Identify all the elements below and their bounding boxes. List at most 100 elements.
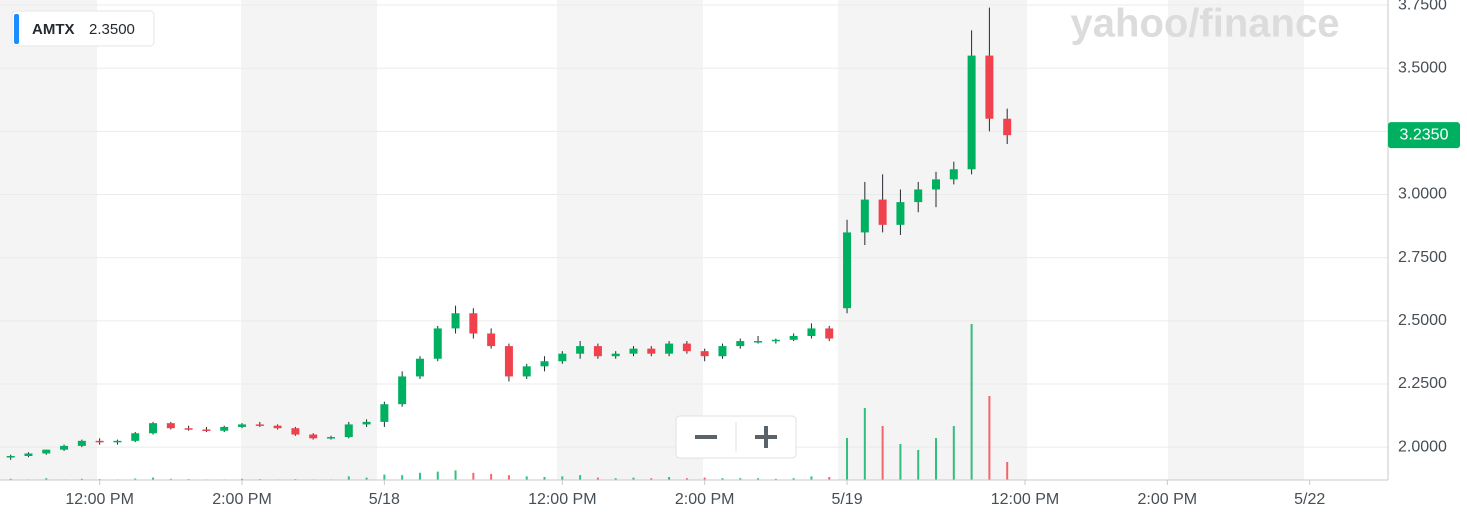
volume-bar — [401, 475, 404, 480]
shade — [1168, 0, 1304, 480]
candle-body — [914, 189, 923, 203]
legend-swatch — [14, 14, 19, 44]
candle-body — [398, 376, 407, 405]
candle-body — [540, 361, 549, 367]
zoom-control — [675, 415, 797, 459]
y-tick-label: 2.5000 — [1398, 312, 1447, 329]
last-price-tag — [1388, 122, 1460, 149]
candle-body — [754, 341, 763, 343]
volume-bar — [917, 450, 920, 480]
x-tick-label: 12:00 PM — [991, 491, 1059, 508]
candle-body — [700, 351, 709, 357]
zoom-in[interactable] — [755, 426, 777, 448]
shade — [0, 0, 97, 480]
candle-body — [380, 404, 389, 422]
candle-body — [238, 424, 247, 427]
candle-body — [522, 366, 531, 377]
candle-body — [60, 445, 69, 450]
candle-body — [682, 343, 691, 352]
volume-bar — [970, 324, 973, 480]
shade — [557, 0, 703, 480]
candle-body — [451, 313, 460, 329]
candle-body — [878, 199, 887, 225]
candle-body — [202, 429, 211, 431]
candle-body — [487, 333, 496, 347]
candle-body — [273, 425, 282, 429]
volume-bar — [45, 478, 48, 480]
volume-bar — [721, 478, 724, 480]
candle-body — [166, 423, 175, 429]
volume-bar — [757, 478, 760, 480]
zoom-in-v[interactable] — [764, 426, 768, 448]
candle-body — [42, 449, 51, 454]
volume-bar — [828, 477, 831, 480]
legend-box — [11, 10, 155, 47]
legend: AMTX 2.3500 — [11, 10, 155, 47]
volume-bar — [436, 471, 439, 480]
volume-bar — [792, 478, 795, 480]
x-tick-label: 5/19 — [831, 491, 862, 508]
candle-body — [789, 336, 798, 340]
volume-bar — [863, 408, 866, 480]
candle-body — [896, 202, 905, 225]
candle-body — [149, 423, 158, 434]
candle-body — [504, 346, 513, 377]
volume-bar — [241, 478, 244, 480]
volume-bar — [988, 396, 991, 480]
legend-value: 2.3500 — [89, 21, 135, 38]
volume-bar — [152, 477, 155, 480]
volume-bar — [134, 478, 137, 480]
volume-bar — [561, 476, 564, 480]
candle-body — [184, 428, 193, 430]
volume-bar — [347, 476, 350, 480]
volume-bar — [454, 470, 457, 480]
volume-bar — [507, 475, 510, 480]
volume-bar — [935, 438, 938, 480]
candle-body — [255, 424, 264, 426]
candle-body — [558, 353, 567, 362]
volume-bar — [9, 478, 12, 480]
volume-bar — [774, 478, 777, 480]
x-tick-label: 12:00 PM — [65, 491, 133, 508]
x-tick-label: 12:00 PM — [528, 491, 596, 508]
legend-symbol: AMTX — [32, 21, 75, 38]
y-tick-label: 3.0000 — [1398, 186, 1447, 203]
y-tick-label: 3.5000 — [1398, 59, 1447, 76]
candle-body — [860, 199, 869, 233]
volume-bar — [881, 426, 884, 480]
volume-bar — [846, 438, 849, 480]
volume-bar — [596, 477, 599, 480]
candle-body — [131, 433, 140, 441]
candle-body — [344, 424, 353, 438]
candle-body — [433, 328, 442, 359]
x-tick-label: 2:00 PM — [675, 491, 735, 508]
candle-body — [611, 353, 620, 357]
candle-body — [593, 346, 602, 357]
volume-bar — [525, 476, 528, 480]
volume-bar — [685, 478, 688, 480]
volume-bar — [418, 472, 421, 480]
candle-body — [985, 55, 994, 119]
volume-bar — [579, 475, 582, 480]
volume-bar — [650, 478, 653, 480]
x-tick-label: 2:00 PM — [1138, 491, 1198, 508]
shade — [838, 0, 1027, 480]
volume-bar — [614, 478, 617, 480]
candle-body — [309, 434, 318, 439]
volume-bar — [1006, 462, 1009, 480]
candle-body — [326, 437, 335, 439]
candle-body — [949, 169, 958, 180]
candle-body — [718, 346, 727, 357]
candle-body — [220, 426, 229, 431]
brand-logo: yahoo/finance — [1071, 2, 1340, 46]
candle-body — [665, 343, 674, 354]
candle-body — [576, 346, 585, 354]
candle-body — [469, 313, 478, 334]
zoom-out[interactable] — [695, 435, 717, 439]
x-tick-label: 5/22 — [1294, 491, 1325, 508]
candle-body — [825, 328, 834, 339]
candle-body — [736, 341, 745, 347]
shade — [241, 0, 377, 480]
volume-bar — [899, 444, 902, 480]
volume-bar — [739, 478, 742, 480]
